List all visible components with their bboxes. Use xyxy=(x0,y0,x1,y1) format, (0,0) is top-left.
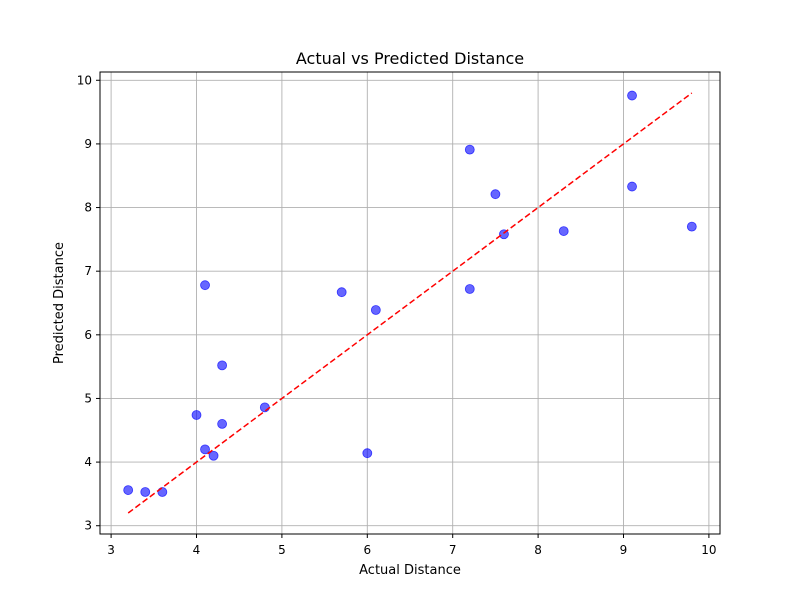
data-point xyxy=(217,419,228,429)
x-tick-label: 3 xyxy=(107,543,115,557)
y-tick-label: 7 xyxy=(84,264,92,278)
data-point xyxy=(140,487,151,497)
data-point xyxy=(627,90,637,101)
data-point xyxy=(208,450,219,461)
grid xyxy=(100,72,720,534)
data-point xyxy=(157,487,168,497)
data-point xyxy=(627,181,637,192)
chart-title: Actual vs Predicted Distance xyxy=(296,49,524,68)
x-tick-label: 8 xyxy=(534,543,542,557)
plot-frame xyxy=(99,71,721,535)
data-point xyxy=(200,444,210,455)
data-point xyxy=(464,284,475,294)
data-point xyxy=(490,189,501,200)
x-tick-label: 10 xyxy=(701,543,716,557)
y-tick-label: 3 xyxy=(84,519,92,533)
y-axis-ticks: 3 4 5 6 7 8 9 10 xyxy=(77,73,100,533)
x-tick-label: 4 xyxy=(193,543,201,557)
data-point xyxy=(217,360,228,371)
y-tick-label: 9 xyxy=(84,137,92,151)
y-tick-label: 6 xyxy=(84,328,92,342)
x-axis-ticks: 3 4 5 6 7 8 9 10 xyxy=(107,534,717,557)
y-tick-label: 4 xyxy=(84,455,92,469)
x-tick-label: 7 xyxy=(449,543,457,557)
data-point xyxy=(336,287,347,298)
y-tick-label: 10 xyxy=(77,73,92,87)
y-tick-label: 5 xyxy=(84,391,92,405)
data-point xyxy=(464,144,475,155)
y-tick-label: 8 xyxy=(84,201,92,215)
x-axis-label: Actual Distance xyxy=(359,563,461,578)
data-point xyxy=(191,410,202,420)
x-tick-label: 5 xyxy=(278,543,286,557)
data-point xyxy=(259,402,270,413)
data-point xyxy=(370,305,381,315)
data-point xyxy=(558,226,569,236)
data-point xyxy=(200,280,210,291)
x-tick-label: 6 xyxy=(363,543,371,557)
x-tick-label: 9 xyxy=(620,543,628,557)
y-axis-label: Predicted Distance xyxy=(52,242,67,364)
data-point xyxy=(686,221,697,232)
reference-line xyxy=(127,92,693,514)
data-point xyxy=(123,485,134,495)
data-point xyxy=(362,448,373,459)
